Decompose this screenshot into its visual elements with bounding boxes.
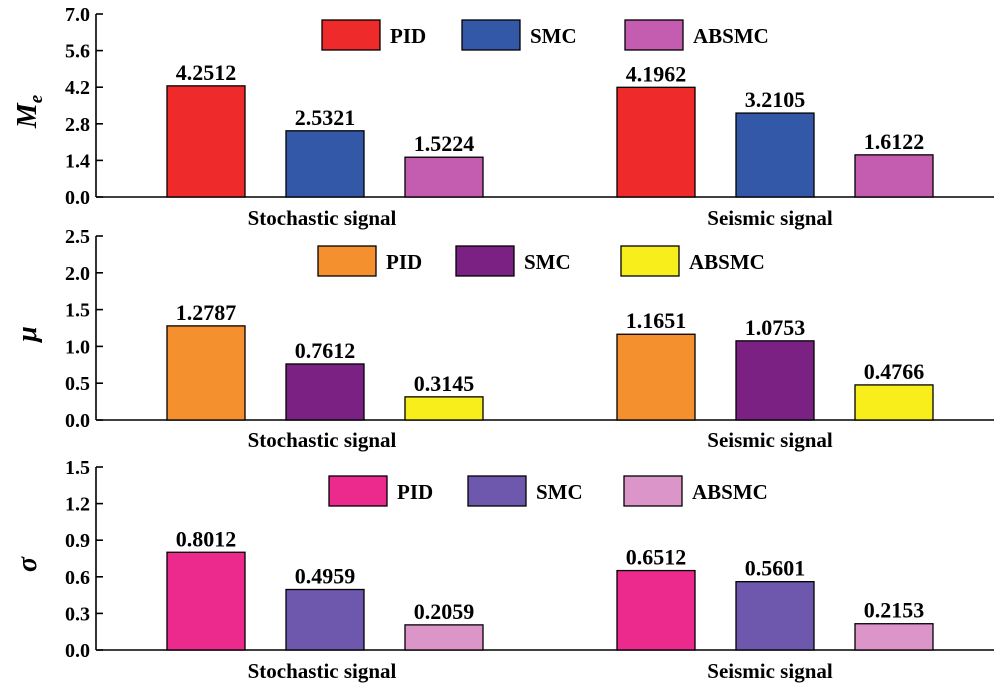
- legend-swatch-pid: [328, 475, 388, 507]
- bar-pid-1: [166, 551, 246, 651]
- bar-smc-1: [285, 588, 365, 651]
- legend-label-absmc: ABSMC: [693, 24, 769, 48]
- legend-swatch-smc: [455, 245, 515, 277]
- bar-smc-1: [285, 130, 365, 198]
- bar-smc-1: [285, 363, 365, 421]
- y-axis-label: σ: [12, 556, 43, 572]
- legend-label-smc: SMC: [536, 480, 583, 504]
- y-tick-label: 0.3: [65, 603, 90, 625]
- panel-1: 0.0 1.4 2.8 4.2 5.6 7.0 Me 4.2512 4.1962 2.5321 3.…: [12, 4, 994, 230]
- bar-pid-2: [616, 569, 696, 651]
- y-axis-label: μ: [12, 326, 43, 344]
- panel-2: 0.0 0.5 1.0 1.5 2.0 2.5 μ 1.2787 1.1651 0.7612 1.0…: [12, 226, 994, 452]
- data-label: 1.2787: [176, 300, 237, 325]
- data-label: 0.3145: [414, 371, 475, 396]
- legend-label-pid: PID: [386, 250, 422, 274]
- legend-swatch-absmc: [624, 19, 684, 51]
- legend-swatch-smc: [461, 19, 521, 51]
- legend-label-pid: PID: [397, 480, 433, 504]
- x-category-label: Seismic signal: [707, 659, 833, 683]
- data-label: 0.5601: [745, 556, 806, 581]
- data-label: 0.4766: [864, 359, 925, 384]
- data-label: 4.2512: [176, 60, 237, 85]
- bar-smc-2: [735, 112, 815, 198]
- data-label: 2.5321: [295, 105, 356, 130]
- data-label: 0.7612: [295, 338, 356, 363]
- legend-label-absmc: ABSMC: [689, 250, 765, 274]
- x-category-label: Seismic signal: [707, 206, 833, 230]
- x-category-label: Stochastic signal: [248, 659, 397, 683]
- bar-absmc-1: [404, 156, 484, 198]
- y-tick-label: 1.5: [65, 300, 90, 322]
- bar-pid-1: [166, 325, 246, 421]
- bar-absmc-2: [854, 154, 934, 198]
- bar-pid-2: [616, 333, 696, 421]
- bar-pid-1: [166, 85, 246, 198]
- legend-label-smc: SMC: [530, 24, 577, 48]
- y-tick-label: 4.2: [65, 77, 90, 99]
- y-tick-label: 1.0: [65, 336, 90, 358]
- y-tick-label: 2.8: [65, 114, 90, 136]
- data-label: 1.0753: [745, 315, 806, 340]
- data-label: 1.1651: [626, 308, 687, 333]
- y-tick-label: 0.0: [65, 410, 90, 432]
- legend-swatch-pid: [317, 245, 377, 277]
- x-category-label: Stochastic signal: [248, 206, 397, 230]
- legend-swatch-absmc: [620, 245, 680, 277]
- data-label: 1.5224: [414, 131, 475, 156]
- y-tick-label: 1.4: [65, 150, 90, 172]
- bar-absmc-2: [854, 623, 934, 651]
- legend-label-smc: SMC: [524, 250, 571, 274]
- data-label: 0.8012: [176, 526, 237, 551]
- data-label: 0.2059: [414, 599, 475, 624]
- legend-label-absmc: ABSMC: [692, 480, 768, 504]
- bar-absmc-2: [854, 384, 934, 421]
- panel-3: 0.0 0.3 0.6 0.9 1.2 1.5 σ 0.8012 0.6512 0.4959 0.5…: [12, 457, 994, 683]
- x-category-label: Seismic signal: [707, 428, 833, 452]
- bar-absmc-1: [404, 624, 484, 651]
- legend-swatch-pid: [321, 19, 381, 51]
- y-tick-label: 2.0: [65, 263, 90, 285]
- y-tick-label: 0.9: [65, 530, 90, 552]
- legend-swatch-absmc: [623, 475, 683, 507]
- legend-label-pid: PID: [390, 24, 426, 48]
- bar-smc-2: [735, 581, 815, 651]
- data-label: 3.2105: [745, 87, 806, 112]
- y-tick-label: 1.2: [65, 494, 90, 516]
- y-tick-label: 0.0: [65, 187, 90, 209]
- data-label: 0.2153: [864, 598, 925, 623]
- bar-pid-2: [616, 86, 696, 198]
- y-axis-label: Me: [12, 94, 47, 129]
- data-label: 4.1962: [626, 61, 687, 86]
- y-tick-label: 7.0: [65, 4, 90, 26]
- y-tick-label: 1.5: [65, 457, 90, 479]
- data-label: 0.4959: [295, 564, 356, 589]
- y-tick-label: 2.5: [65, 226, 90, 248]
- bar-absmc-1: [404, 396, 484, 421]
- y-tick-label: 0.5: [65, 373, 90, 395]
- legend-swatch-smc: [467, 475, 527, 507]
- bar-smc-2: [735, 340, 815, 421]
- data-label: 0.6512: [626, 545, 687, 570]
- y-tick-label: 0.0: [65, 640, 90, 662]
- x-category-label: Stochastic signal: [248, 428, 397, 452]
- data-label: 1.6122: [864, 129, 925, 154]
- y-tick-label: 0.6: [65, 567, 90, 589]
- y-tick-label: 5.6: [65, 41, 90, 63]
